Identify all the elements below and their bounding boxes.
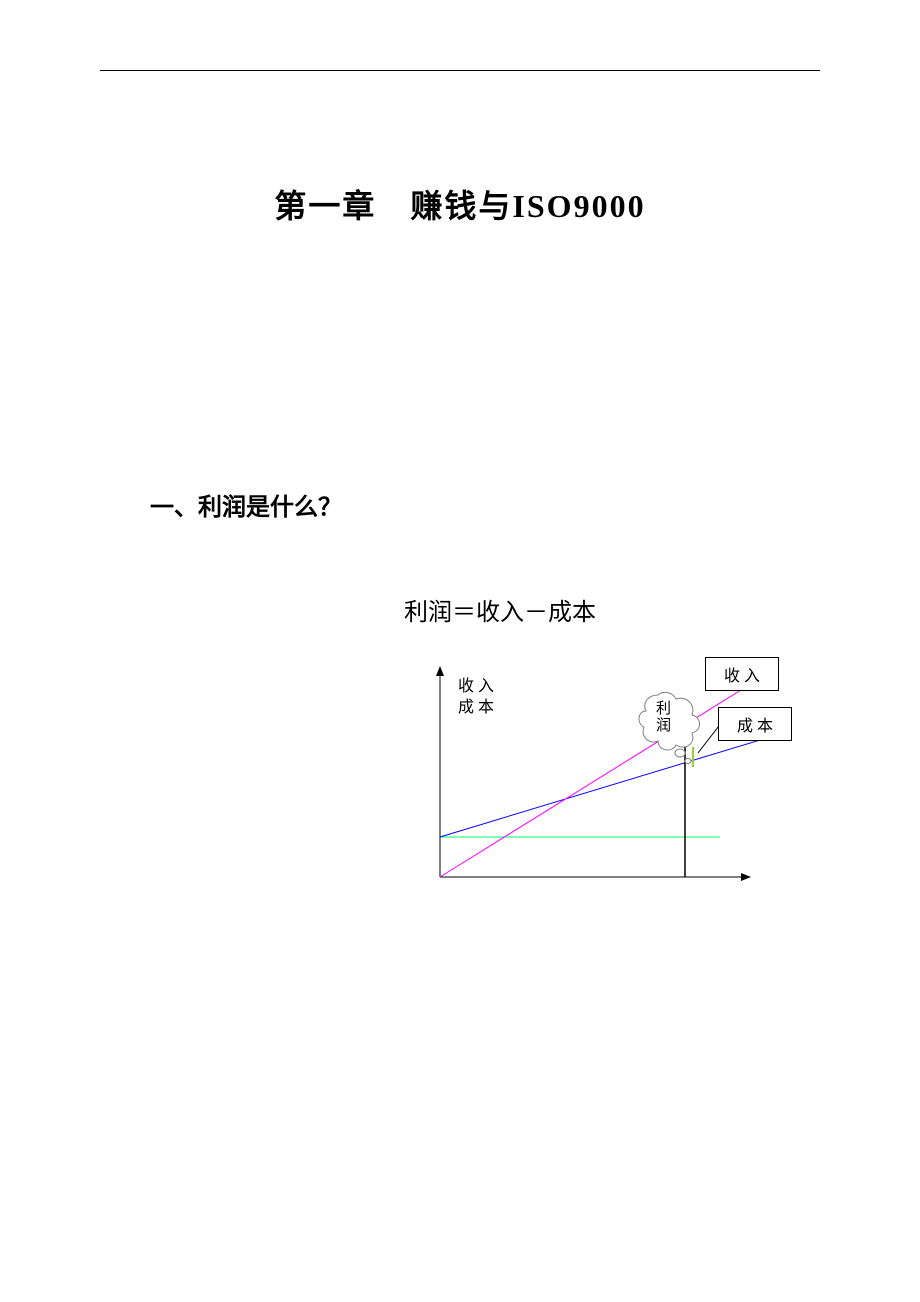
profit-formula: 利润＝收入－成本 [180,592,820,627]
revenue-label-box: 收 入 [705,657,779,691]
cost-line [440,737,770,837]
document-page: 第一章 赚钱与ISO9000 一、利润是什么？ 利润＝收入－成本 [0,0,920,907]
y-axis-label: 收 入 成 本 [458,677,494,719]
top-rule [100,70,820,71]
cost-label-box: 成 本 [718,707,792,741]
profit-cloud-label: 利 润 [656,701,671,734]
axis-label-revenue: 收 入 [458,678,494,695]
cloud-bubble-icon [675,749,685,757]
chapter-title: 第一章 赚钱与ISO9000 [100,181,820,227]
section-heading: 一、利润是什么？ [150,487,820,522]
profit-chart: 收 入 成 本 利 润 收 入 成 本 [400,647,800,907]
axis-label-cost: 成 本 [458,699,494,716]
cloud-bubble-icon [685,759,691,764]
cloud-text-line2: 润 [656,718,671,734]
cloud-text-line1: 利 [656,701,671,717]
